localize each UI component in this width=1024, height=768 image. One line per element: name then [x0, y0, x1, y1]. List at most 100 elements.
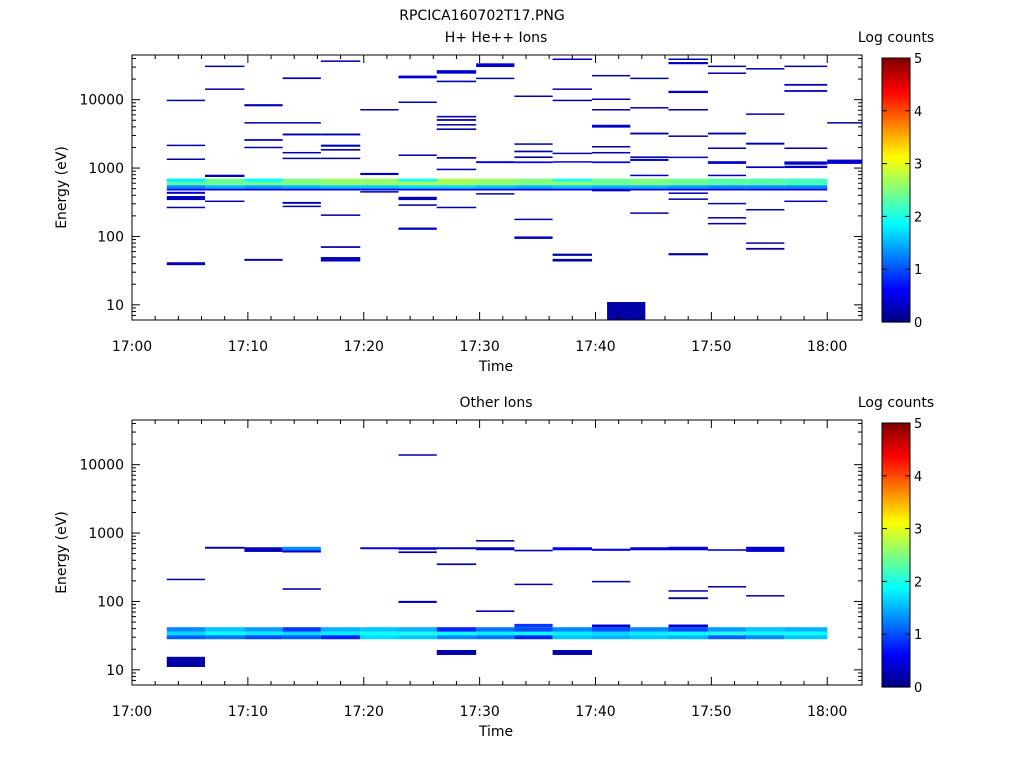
heatmap-cell: [282, 627, 321, 632]
colorbar-segment: [882, 179, 910, 183]
colorbar-segment: [882, 100, 910, 104]
colorbar-segment: [882, 319, 910, 323]
colorbar-segment: [882, 160, 910, 165]
colorbar-segment: [882, 205, 910, 210]
colorbar-segment: [882, 665, 910, 670]
panel-2: 17:00 17:10 17:20 17:30 17:40 17:50 18:0010100…: [54, 395, 934, 740]
heatmap-cell: [166, 196, 205, 201]
colorbar-segment: [882, 266, 910, 270]
heatmap-cell: [707, 586, 747, 588]
y-axis-label: Energy (eV): [54, 511, 70, 594]
heatmap-cell: [552, 161, 593, 163]
x-tick-label: 17:10: [228, 704, 268, 720]
colorbar-segment: [882, 536, 910, 540]
x-tick-label: 18:00: [807, 704, 847, 720]
heatmap-cell: [552, 178, 593, 186]
heatmap-cell: [320, 157, 361, 160]
colorbar-segment: [882, 237, 910, 241]
colorbar-segment: [882, 602, 910, 606]
colorbar-segment: [882, 647, 910, 651]
colorbar-segment: [882, 481, 910, 485]
heatmap-cell: [668, 631, 708, 636]
y-tick-label: 1000: [88, 161, 124, 177]
heatmap-cell: [514, 161, 553, 164]
heatmap-cell: [514, 549, 553, 552]
heatmap-cell: [244, 631, 283, 636]
heatmap-cell: [436, 206, 477, 209]
colorbar-segment: [882, 211, 910, 215]
x-tick-label: 17:50: [691, 339, 731, 355]
colorbar-segment: [882, 190, 910, 194]
heatmap-cell: [166, 627, 205, 632]
heatmap-cell: [282, 550, 321, 553]
x-tick-label: 17:10: [228, 339, 268, 355]
heatmap-cell: [320, 178, 361, 186]
colorbar-segment: [882, 475, 910, 480]
heatmap-cell: [244, 122, 283, 124]
heatmap-cell: [552, 547, 593, 551]
colorbar-segment: [882, 150, 910, 154]
heatmap-cell: [282, 185, 321, 189]
colorbar-segment: [882, 221, 910, 225]
heatmap-cell: [398, 551, 437, 554]
heatmap-cell: [320, 148, 361, 151]
heatmap-cell: [668, 590, 708, 592]
x-tick-label: 17:00: [112, 704, 152, 720]
heatmap-cell: [398, 631, 437, 636]
colorbar-segment: [882, 97, 910, 101]
colorbar-segment: [882, 652, 910, 656]
heatmap-cell: [514, 150, 553, 153]
heatmap-cell: [707, 631, 747, 636]
heatmap-cell: [746, 247, 785, 250]
colorbar-segment: [882, 494, 910, 498]
colorbar-segment: [882, 446, 910, 450]
heatmap-cell: [282, 635, 321, 640]
colorbar-segment: [882, 634, 910, 638]
heatmap-cell: [707, 222, 747, 225]
colorbar-segment: [882, 613, 910, 617]
heatmap-cell: [476, 63, 515, 68]
heatmap-cell: [592, 109, 631, 111]
y-tick-label: 100: [97, 594, 124, 610]
heatmap-cell: [166, 178, 205, 182]
heatmap-cell: [784, 635, 828, 640]
heatmap-cell: [514, 236, 553, 239]
heatmap-cell: [592, 146, 631, 148]
colorbar-segment: [882, 71, 910, 75]
heatmap-cell: [668, 597, 708, 600]
heatmap-cell: [784, 161, 828, 165]
panel-1: 17:00 17:10 17:20 17:30 17:40 17:50 18:0010100…: [54, 30, 934, 375]
heatmap-cell: [205, 546, 245, 549]
heatmap-cell: [166, 99, 205, 102]
heatmap-cell: [592, 624, 631, 628]
colorbar-segment: [882, 668, 910, 672]
colorbar-segment: [882, 423, 910, 427]
colorbar-segment: [882, 639, 910, 643]
colorbar-segment: [882, 203, 910, 207]
colorbar-segment: [882, 552, 910, 556]
heatmap-cell: [166, 578, 205, 581]
heatmap-cell: [282, 77, 321, 80]
heatmap-cell: [476, 627, 515, 632]
heatmap-cell: [592, 124, 631, 128]
colorbar-segment: [882, 248, 910, 252]
heatmap-cell: [320, 627, 361, 632]
colorbar-segment: [882, 673, 910, 678]
colorbar-segment: [882, 282, 910, 286]
colorbar-segment: [882, 87, 910, 91]
colorbar-segment: [882, 187, 910, 191]
x-tick-label: 17:40: [575, 704, 615, 720]
colorbar-segment: [882, 599, 910, 604]
heatmap-cell: [827, 159, 862, 164]
colorbar-segment: [882, 586, 910, 590]
panel-title: Other Ions: [459, 395, 532, 411]
colorbar-segment: [882, 657, 910, 662]
colorbar-tick-label: 2: [914, 210, 922, 225]
heatmap-cell: [514, 185, 553, 189]
colorbar-segment: [882, 137, 910, 141]
colorbar-segment: [882, 306, 910, 310]
colorbar-segment: [882, 76, 910, 80]
colorbar-segment: [882, 610, 910, 614]
heatmap-cell: [746, 627, 785, 632]
